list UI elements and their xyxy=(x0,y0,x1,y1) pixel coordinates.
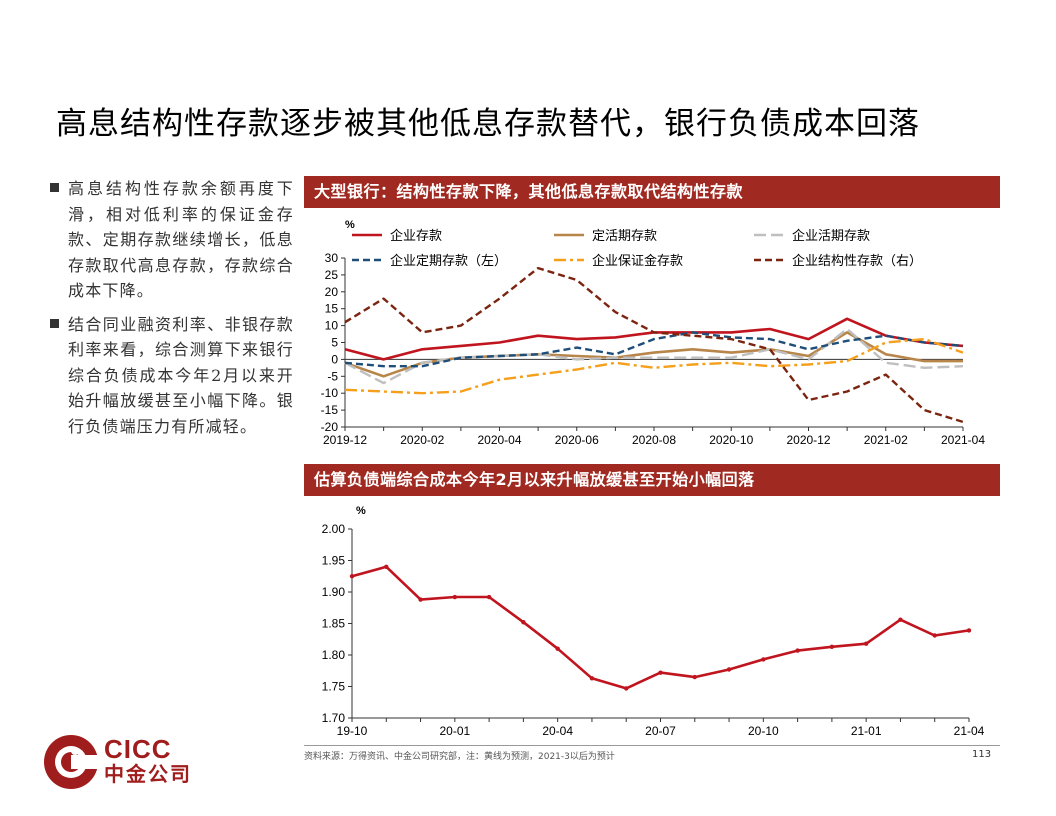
series-line xyxy=(344,266,964,424)
page-number: 113 xyxy=(972,749,992,760)
x-tick-label: 20-10 xyxy=(748,724,779,738)
data-point xyxy=(658,670,663,675)
legend-label: 企业保证金存款 xyxy=(592,253,683,268)
y-tick-label: 15 xyxy=(325,302,339,316)
y-tick-label: -10 xyxy=(321,386,339,400)
x-tick-label: 2019-12 xyxy=(323,433,367,447)
source-note: 资料来源：万得资讯、中金公司研究部，注：黄线为预测，2021-3以后为预计 xyxy=(304,752,615,762)
data-point xyxy=(761,657,766,662)
legend-label: 企业结构性存款（右） xyxy=(792,253,922,268)
data-point xyxy=(898,617,903,622)
data-point xyxy=(384,564,389,569)
x-tick-label: 21-01 xyxy=(851,724,882,738)
x-tick-label: 21-04 xyxy=(954,724,985,738)
data-point xyxy=(521,620,526,625)
cicc-logo-icon xyxy=(44,735,99,789)
y-tick-label: 5 xyxy=(331,336,338,350)
x-tick-label: 2020-02 xyxy=(400,433,444,447)
data-point xyxy=(589,676,595,681)
y-tick-label: -20 xyxy=(321,420,339,434)
y-tick-label: 0 xyxy=(331,352,338,366)
chart1-deposit-growth: -20 -15 -10 -5 0 5 10 15 20 25 30% 2019-12 2020-02 20… xyxy=(321,219,986,447)
x-tick-label: 20-07 xyxy=(645,724,676,738)
data-point xyxy=(726,667,732,672)
legend-label: 企业定期存款（左） xyxy=(390,253,507,268)
bullet-item: 结合同业融资利率、非银存款利率来看，综合测算下来银行综合负债成本今年2月以来开始… xyxy=(50,312,294,440)
page-title: 高息结构性存款逐步被其他低息存款替代，银行负债成本回落 xyxy=(56,106,920,142)
y-tick-label: 10 xyxy=(325,319,339,333)
y-tick-label: 2.00 xyxy=(322,522,346,536)
legend-label: 定活期存款 xyxy=(592,228,657,243)
y-tick-label: 1.85 xyxy=(322,617,346,631)
x-tick-label: 2020-06 xyxy=(555,433,599,447)
chart2-title: 估算负债端综合成本今年2月以来升幅放缓甚至开始小幅回落 xyxy=(304,464,1000,496)
x-tick-label: 20-01 xyxy=(439,724,470,738)
y-tick-label: -5 xyxy=(327,369,338,383)
data-point xyxy=(349,574,355,579)
x-tick-label: 19-10 xyxy=(337,724,368,738)
legend-label: 企业活期存款 xyxy=(792,228,870,243)
square-bullet-icon xyxy=(50,183,59,192)
logo-cn: 中金公司 xyxy=(104,762,192,786)
series-line xyxy=(344,331,964,368)
x-tick-label: 2020-10 xyxy=(709,433,753,447)
y-tick-label: 20 xyxy=(325,285,339,299)
y-unit-label: % xyxy=(345,219,355,231)
series-line xyxy=(344,337,964,395)
y-unit-label: % xyxy=(356,505,366,517)
data-point xyxy=(452,594,458,600)
legend-label: 企业存款 xyxy=(390,228,442,243)
y-tick-label: -15 xyxy=(321,403,339,417)
bullet-list: 高息结构性存款余额再度下滑，相对低利率的保证金存款、定期存款继续增长，低息存款取… xyxy=(50,176,294,447)
logo-en: CICC xyxy=(104,734,172,764)
x-tick-label: 2020-08 xyxy=(632,433,676,447)
data-point xyxy=(555,646,560,651)
data-point xyxy=(829,644,835,650)
x-tick-label: 2021-04 xyxy=(941,433,985,447)
data-point xyxy=(692,674,697,680)
bullet-item: 高息结构性存款余额再度下滑，相对低利率的保证金存款、定期存款继续增长，低息存款取… xyxy=(50,176,294,304)
data-point xyxy=(624,686,629,691)
data-point xyxy=(863,641,869,646)
x-tick-label: 2021-02 xyxy=(864,433,908,447)
y-tick-label: 25 xyxy=(325,268,339,282)
y-tick-label: 30 xyxy=(325,251,339,265)
data-point xyxy=(486,594,492,600)
data-point xyxy=(932,633,937,638)
data-point xyxy=(418,597,423,602)
chart1-title: 大型银行：结构性存款下降，其他低息存款取代结构性存款 xyxy=(304,176,1000,208)
series-line xyxy=(351,565,970,690)
square-bullet-icon xyxy=(50,318,59,328)
bullet-text: 高息结构性存款余额再度下滑，相对低利率的保证金存款、定期存款继续增长，低息存款取… xyxy=(68,179,294,300)
data-point xyxy=(795,648,800,653)
y-tick-label: 1.90 xyxy=(322,585,346,599)
data-point xyxy=(966,628,972,633)
footer-divider xyxy=(304,745,1000,746)
chart2-liability-cost: 1.70 1.75 1.80 1.85 1.90 1.95 2.00% 19-10 20-01 2… xyxy=(322,505,985,738)
x-tick-label: 2020-04 xyxy=(477,433,521,447)
x-tick-label: 20-04 xyxy=(542,724,573,738)
x-tick-label: 2020-12 xyxy=(786,433,830,447)
bullet-text: 结合同业融资利率、非银存款利率来看，综合测算下来银行综合负债成本今年2月以来开始… xyxy=(68,314,294,436)
y-tick-label: 1.95 xyxy=(322,554,346,568)
y-tick-label: 1.75 xyxy=(322,680,346,694)
logo-wordmark: CICC 中金公司 xyxy=(104,736,194,786)
y-tick-label: 1.70 xyxy=(322,711,346,725)
y-tick-label: 1.80 xyxy=(322,648,346,662)
